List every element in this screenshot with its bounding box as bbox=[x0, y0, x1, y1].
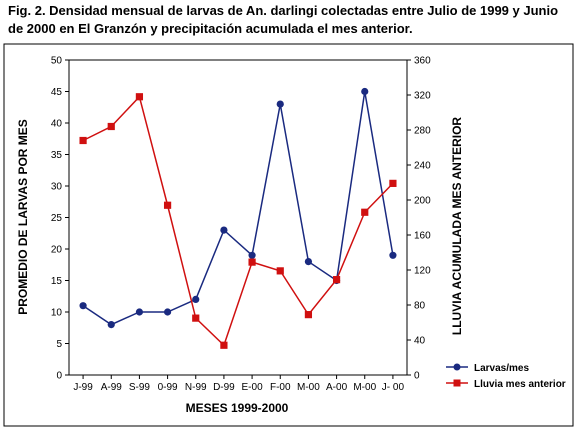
y-tick-label: 25 bbox=[51, 213, 63, 224]
data-point-lluvia bbox=[220, 341, 228, 349]
y-tick-label: 0 bbox=[56, 371, 62, 382]
data-point-lluvia bbox=[304, 311, 313, 319]
y2-tick-label: 40 bbox=[414, 336, 426, 347]
y2-tick-label: 360 bbox=[414, 56, 431, 67]
legend-label-larvas: Larvas/mes bbox=[474, 363, 529, 374]
data-point-larvas bbox=[361, 87, 369, 96]
data-point-lluvia bbox=[107, 122, 115, 131]
legend-label-lluvia: Lluvia mes anterior bbox=[474, 379, 566, 390]
data-point-larvas bbox=[248, 251, 256, 259]
data-point-lluvia bbox=[276, 267, 284, 275]
y-tick-label: 40 bbox=[51, 119, 63, 130]
y2-tick-label: 120 bbox=[414, 266, 431, 277]
figure-title-line-1: Fig. 2. Densidad mensual de larvas de An… bbox=[8, 3, 559, 18]
y2-tick-label: 160 bbox=[414, 231, 431, 242]
y2-tick-label: 280 bbox=[414, 126, 431, 137]
y-tick-label: 15 bbox=[51, 276, 63, 287]
x-tick-label: J- 00 bbox=[382, 382, 405, 393]
y-tick-label: 5 bbox=[56, 339, 62, 350]
data-point-larvas bbox=[79, 302, 87, 310]
data-point-lluvia bbox=[192, 314, 200, 322]
x-tick-label: 0-99 bbox=[158, 382, 178, 393]
figure-title: Fig. 2. Densidad mensual de larvas de An… bbox=[8, 2, 573, 38]
series-line-larvas bbox=[82, 91, 394, 326]
x-tick-label: E-00 bbox=[242, 382, 264, 393]
data-point-lluvia bbox=[135, 93, 144, 101]
y2-tick-label: 240 bbox=[414, 161, 431, 172]
y2-tick-label: 320 bbox=[414, 91, 431, 102]
data-point-larvas bbox=[192, 295, 200, 303]
legend-marker-lluvia bbox=[453, 379, 461, 387]
y-tick-label: 30 bbox=[51, 182, 63, 193]
x-tick-label: M-00 bbox=[297, 382, 320, 393]
data-point-lluvia bbox=[248, 258, 256, 266]
x-tick-label: F-00 bbox=[270, 382, 291, 393]
y2-tick-label: 200 bbox=[414, 196, 431, 207]
y-axis-label: PROMEDIO DE LARVAS POR MES bbox=[16, 119, 30, 315]
y2-tick-label: 0 bbox=[414, 371, 420, 382]
data-point-lluvia bbox=[389, 179, 397, 187]
x-tick-label: A-00 bbox=[326, 382, 348, 393]
x-tick-label: J-99 bbox=[73, 382, 93, 393]
y-tick-label: 50 bbox=[51, 56, 63, 67]
series-line-lluvia bbox=[82, 95, 394, 347]
x-tick-label: S-99 bbox=[129, 382, 151, 393]
plot-area bbox=[68, 59, 408, 376]
data-point-lluvia bbox=[361, 208, 369, 216]
data-point-lluvia bbox=[79, 136, 87, 145]
data-point-larvas bbox=[135, 308, 144, 316]
x-tick-label: A-99 bbox=[101, 382, 123, 393]
y-tick-label: 10 bbox=[51, 308, 63, 319]
legend-marker-larvas bbox=[453, 363, 461, 371]
chart-frame bbox=[3, 43, 574, 427]
x-axis-label: MESES 1999-2000 bbox=[186, 401, 289, 415]
x-tick-label: D-99 bbox=[213, 382, 235, 393]
y-tick-label: 35 bbox=[51, 150, 63, 161]
x-tick-label: M-00 bbox=[353, 382, 376, 393]
data-point-larvas bbox=[276, 100, 284, 108]
y-tick-label: 20 bbox=[51, 245, 63, 256]
y-tick-label: 45 bbox=[51, 87, 63, 98]
data-point-larvas bbox=[304, 258, 313, 266]
x-axis-ticks: J-99 A-99 S-99 0-99 N-99 D-99 E-00 F-00 M-00 A-00… bbox=[73, 375, 404, 393]
data-point-lluvia bbox=[332, 276, 341, 284]
right-axis-ticks: 0 40 80 120 160 200 240 280 320 360 bbox=[407, 56, 431, 382]
left-axis-ticks: 0 5 10 15 20 25 30 35 40 45 50 bbox=[51, 56, 69, 382]
y2-tick-label: 80 bbox=[414, 301, 426, 312]
data-point-larvas bbox=[163, 308, 172, 316]
series-layer bbox=[79, 87, 397, 349]
x-tick-label: N-99 bbox=[185, 382, 207, 393]
y2-axis-label: LLUVIA ACUMULADA MES ANTERIOR bbox=[450, 117, 464, 336]
data-point-larvas bbox=[220, 226, 228, 234]
legend: Larvas/mes Lluvia mes anterior bbox=[446, 363, 566, 390]
data-point-larvas bbox=[389, 251, 397, 259]
data-point-larvas bbox=[107, 321, 115, 329]
figure-title-line-2: de 2000 en El Granzón y precipitación ac… bbox=[8, 21, 413, 36]
data-point-lluvia bbox=[163, 201, 172, 209]
